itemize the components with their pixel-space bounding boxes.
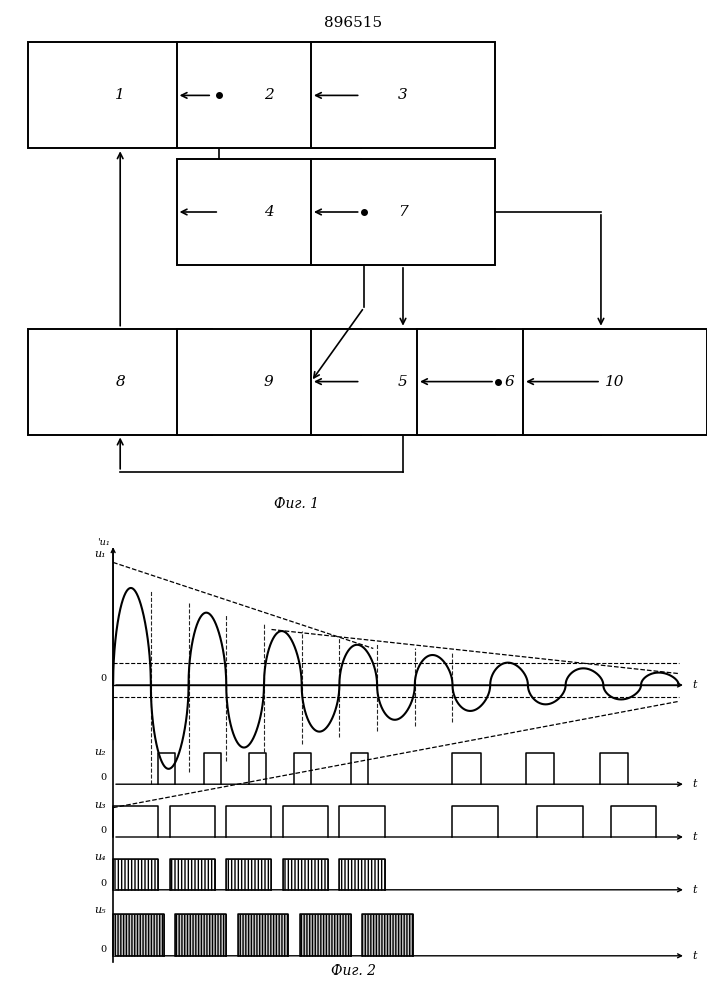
Text: 3: 3 xyxy=(398,88,408,102)
Text: u₃: u₃ xyxy=(95,800,106,810)
Bar xyxy=(28,42,212,148)
Bar xyxy=(177,42,361,148)
Text: u₂: u₂ xyxy=(95,747,106,757)
Text: u₅: u₅ xyxy=(95,905,106,915)
Text: 896515: 896515 xyxy=(325,16,382,30)
Text: 0: 0 xyxy=(100,826,106,835)
Bar xyxy=(417,329,601,435)
Text: t: t xyxy=(693,951,697,961)
Text: 9: 9 xyxy=(264,375,274,389)
Text: t: t xyxy=(693,832,697,842)
Text: 7: 7 xyxy=(398,205,408,219)
Text: 4: 4 xyxy=(264,205,274,219)
Bar xyxy=(311,329,495,435)
Bar xyxy=(177,159,361,265)
Text: t: t xyxy=(693,680,697,690)
Bar xyxy=(311,159,495,265)
Text: 1: 1 xyxy=(115,88,125,102)
Bar xyxy=(28,329,212,435)
Text: 2: 2 xyxy=(264,88,274,102)
Text: 6: 6 xyxy=(504,375,514,389)
Text: 0: 0 xyxy=(100,773,106,782)
Text: 0: 0 xyxy=(100,945,106,954)
Text: Фиг. 2: Фиг. 2 xyxy=(331,964,376,978)
Bar xyxy=(177,329,361,435)
Bar xyxy=(523,329,707,435)
Text: 8: 8 xyxy=(115,375,125,389)
Bar xyxy=(311,42,495,148)
Text: 5: 5 xyxy=(398,375,408,389)
Text: 0: 0 xyxy=(100,879,106,888)
Text: 10: 10 xyxy=(605,375,625,389)
Text: u₁: u₁ xyxy=(95,549,106,559)
Text: Фиг. 1: Фиг. 1 xyxy=(274,496,320,510)
Text: t: t xyxy=(693,779,697,789)
Text: u₄: u₄ xyxy=(95,852,106,862)
Text: t: t xyxy=(693,885,697,895)
Text: 'u₁: 'u₁ xyxy=(97,538,110,547)
Text: 0: 0 xyxy=(100,674,106,683)
